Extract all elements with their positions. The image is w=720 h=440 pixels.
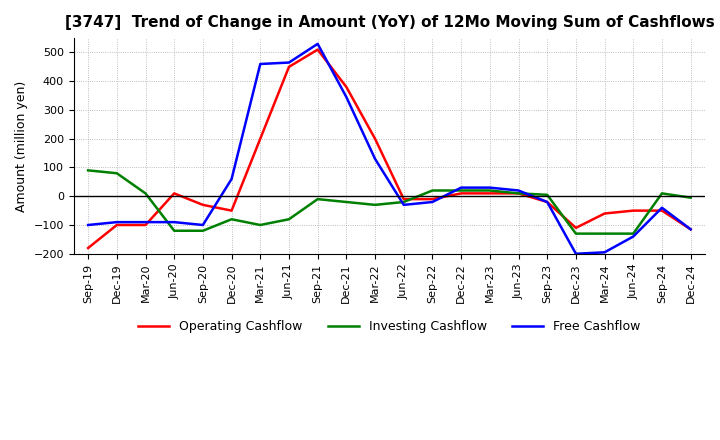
Line: Free Cashflow: Free Cashflow <box>88 44 690 254</box>
Free Cashflow <box>170 220 179 225</box>
Free Cashflow <box>112 220 121 225</box>
Line: Investing Cashflow: Investing Cashflow <box>88 170 690 234</box>
Operating Cashflow <box>313 47 322 52</box>
Investing Cashflow <box>657 191 666 196</box>
Operating Cashflow <box>600 211 609 216</box>
Operating Cashflow <box>428 197 437 202</box>
Free Cashflow <box>141 220 150 225</box>
Investing Cashflow <box>112 171 121 176</box>
Free Cashflow <box>600 249 609 255</box>
Investing Cashflow <box>371 202 379 208</box>
Operating Cashflow <box>485 191 494 196</box>
Investing Cashflow <box>629 231 638 236</box>
Investing Cashflow <box>600 231 609 236</box>
Investing Cashflow <box>572 231 580 236</box>
Free Cashflow <box>256 61 264 66</box>
Free Cashflow <box>228 176 236 182</box>
Free Cashflow <box>428 199 437 205</box>
Free Cashflow <box>456 185 465 190</box>
Investing Cashflow <box>543 192 552 198</box>
Investing Cashflow <box>170 228 179 233</box>
Free Cashflow <box>84 222 92 227</box>
Operating Cashflow <box>686 227 695 232</box>
Free Cashflow <box>686 227 695 232</box>
Investing Cashflow <box>228 216 236 222</box>
Operating Cashflow <box>256 136 264 141</box>
Investing Cashflow <box>485 188 494 193</box>
Operating Cashflow <box>456 191 465 196</box>
Free Cashflow <box>342 95 351 100</box>
Investing Cashflow <box>256 222 264 227</box>
Investing Cashflow <box>514 191 523 196</box>
Operating Cashflow <box>228 208 236 213</box>
Operating Cashflow <box>543 199 552 205</box>
Investing Cashflow <box>84 168 92 173</box>
Operating Cashflow <box>400 197 408 202</box>
Investing Cashflow <box>313 197 322 202</box>
Free Cashflow <box>543 199 552 205</box>
Legend: Operating Cashflow, Investing Cashflow, Free Cashflow: Operating Cashflow, Investing Cashflow, … <box>133 315 646 338</box>
Operating Cashflow <box>629 208 638 213</box>
Free Cashflow <box>485 185 494 190</box>
Y-axis label: Amount (million yen): Amount (million yen) <box>15 81 28 212</box>
Free Cashflow <box>313 41 322 47</box>
Line: Operating Cashflow: Operating Cashflow <box>88 50 690 248</box>
Investing Cashflow <box>456 188 465 193</box>
Free Cashflow <box>199 222 207 227</box>
Operating Cashflow <box>342 84 351 90</box>
Operating Cashflow <box>657 208 666 213</box>
Operating Cashflow <box>284 64 293 70</box>
Operating Cashflow <box>141 222 150 227</box>
Free Cashflow <box>371 156 379 161</box>
Operating Cashflow <box>170 191 179 196</box>
Title: [3747]  Trend of Change in Amount (YoY) of 12Mo Moving Sum of Cashflows: [3747] Trend of Change in Amount (YoY) o… <box>65 15 714 30</box>
Operating Cashflow <box>84 246 92 251</box>
Operating Cashflow <box>514 191 523 196</box>
Investing Cashflow <box>284 216 293 222</box>
Investing Cashflow <box>400 199 408 205</box>
Free Cashflow <box>657 205 666 210</box>
Operating Cashflow <box>572 225 580 231</box>
Operating Cashflow <box>199 202 207 208</box>
Free Cashflow <box>400 202 408 208</box>
Operating Cashflow <box>112 222 121 227</box>
Operating Cashflow <box>371 136 379 141</box>
Free Cashflow <box>284 60 293 65</box>
Investing Cashflow <box>342 199 351 205</box>
Investing Cashflow <box>199 228 207 233</box>
Free Cashflow <box>514 188 523 193</box>
Investing Cashflow <box>141 191 150 196</box>
Free Cashflow <box>572 251 580 257</box>
Free Cashflow <box>629 234 638 239</box>
Investing Cashflow <box>686 195 695 200</box>
Investing Cashflow <box>428 188 437 193</box>
